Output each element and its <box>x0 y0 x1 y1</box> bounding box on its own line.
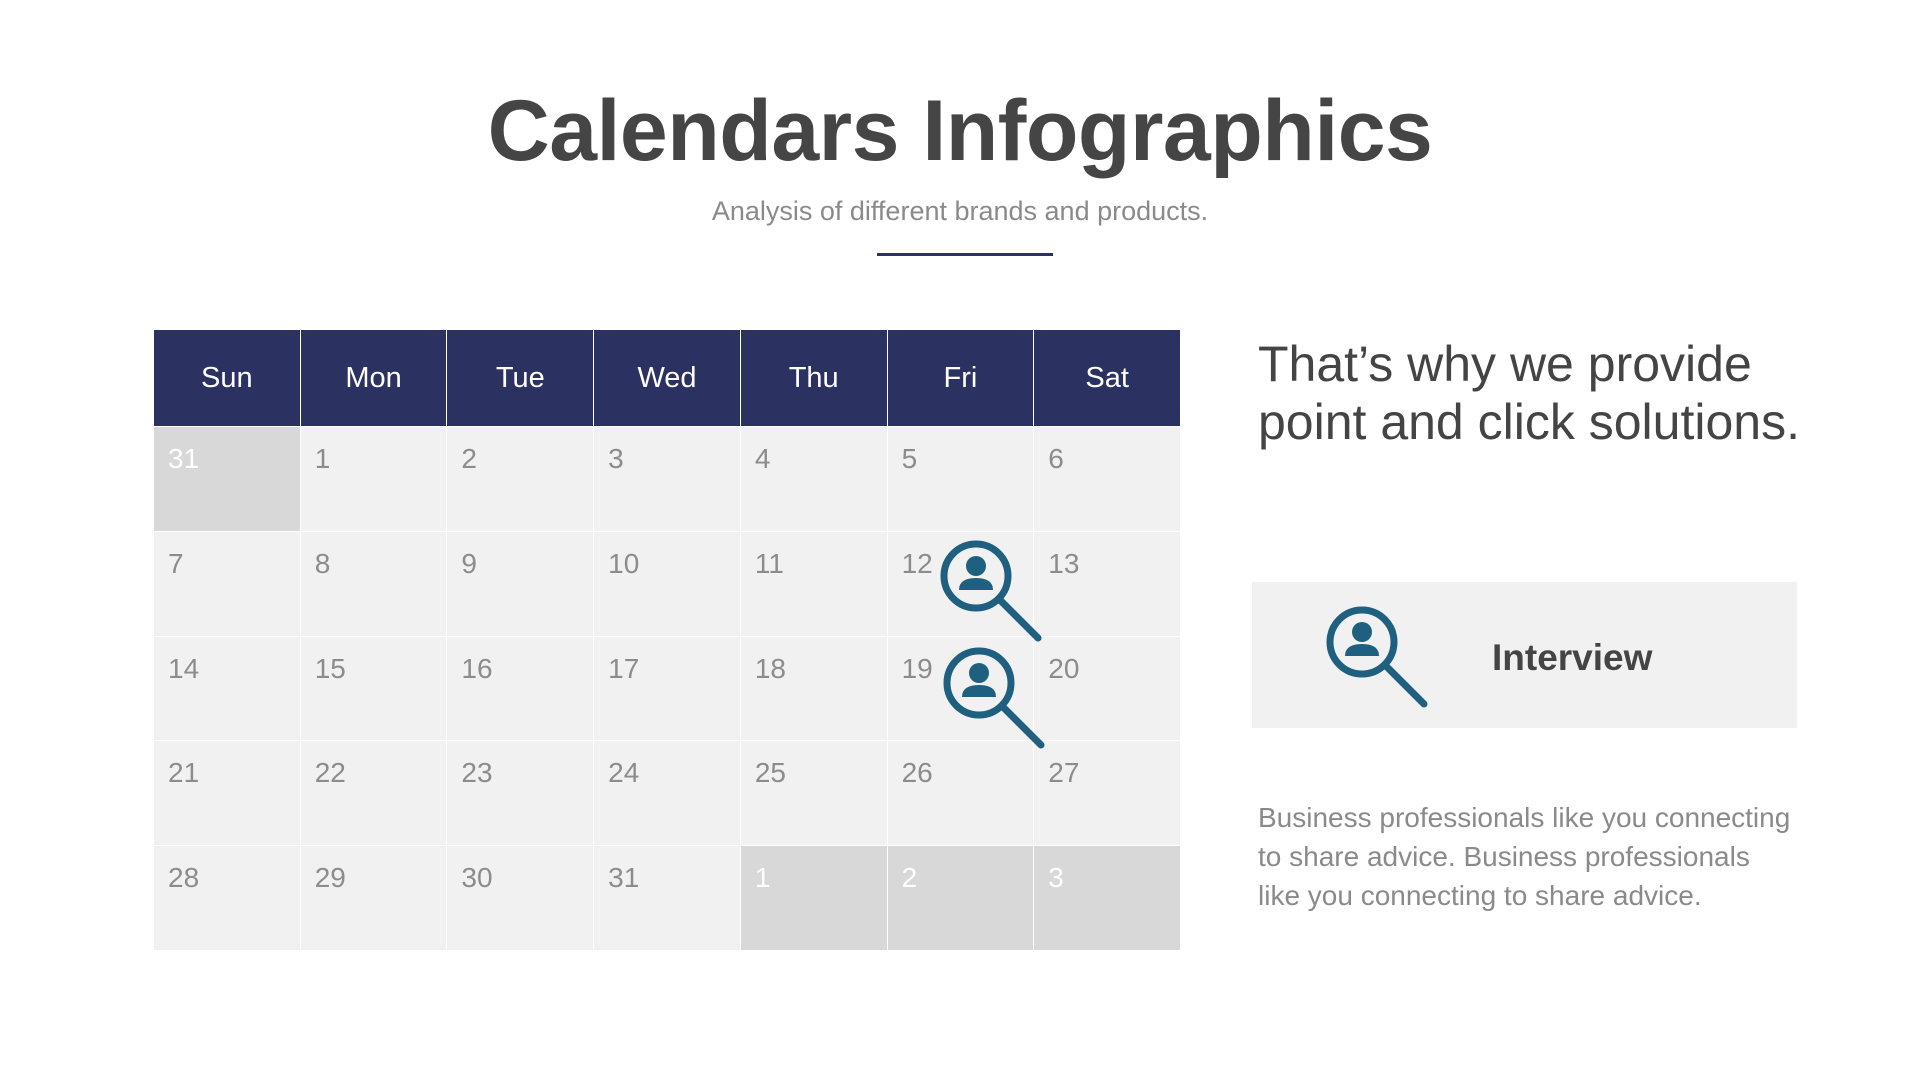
title-divider <box>877 253 1053 256</box>
calendar-cell[interactable]: 17 <box>594 636 740 741</box>
calendar-cell[interactable]: 6 <box>1034 427 1180 531</box>
calendar-cell[interactable]: 15 <box>300 636 447 741</box>
day-header-sat: Sat <box>1034 330 1180 426</box>
calendar-cell-outside-month[interactable]: 3 <box>1034 846 1180 950</box>
calendar-cell[interactable]: 11 <box>740 531 887 636</box>
legend-box: Interview <box>1252 582 1797 728</box>
day-header-fri: Fri <box>887 330 1034 426</box>
interview-search-person-icon <box>1326 606 1428 708</box>
calendar-cell[interactable]: 14 <box>154 636 300 741</box>
calendar-cell[interactable]: 26 <box>887 741 1034 846</box>
side-headline: That’s why we provide point and click so… <box>1258 336 1800 450</box>
calendar-cell-outside-month[interactable]: 1 <box>740 846 887 950</box>
day-header-sun: Sun <box>154 330 300 426</box>
calendar-cell[interactable]: 24 <box>594 741 740 846</box>
page-title: Calendars Infographics <box>487 83 1433 179</box>
calendar-cell[interactable]: 9 <box>447 531 594 636</box>
calendar-cell[interactable]: 21 <box>154 741 300 846</box>
calendar-cell[interactable]: 30 <box>447 846 594 950</box>
calendar-cell[interactable]: 13 <box>1034 531 1180 636</box>
calendar-cell-outside-month[interactable]: 2 <box>887 846 1034 950</box>
calendar-cell[interactable]: 22 <box>300 741 447 846</box>
calendar-cell[interactable]: 31 <box>594 846 740 950</box>
calendar-cell-outside-month[interactable]: 31 <box>154 427 300 531</box>
calendar-cell[interactable]: 29 <box>300 846 447 950</box>
calendar-cell[interactable]: 23 <box>447 741 594 846</box>
calendar-cell[interactable]: 16 <box>447 636 594 741</box>
calendar-cell[interactable]: 18 <box>740 636 887 741</box>
calendar-cell[interactable]: 27 <box>1034 741 1180 846</box>
calendar-grid: Sun Mon Tue Wed Thu Fri Sat 31 1 2 3 4 5 6 7 8 9 10 11 12 13… <box>154 330 1180 950</box>
calendar-cell[interactable]: 28 <box>154 846 300 950</box>
interview-search-person-icon[interactable] <box>938 538 1042 642</box>
calendar-cell[interactable]: 3 <box>594 427 740 531</box>
calendar-cell[interactable]: 25 <box>740 741 887 846</box>
legend-label: Interview <box>1492 637 1653 678</box>
body-text: Business professionals like you connecti… <box>1258 802 1791 911</box>
calendar-cell[interactable]: 10 <box>594 531 740 636</box>
calendar-cell[interactable]: 8 <box>300 531 447 636</box>
calendar-cell[interactable]: 5 <box>887 427 1034 531</box>
page-subtitle: Analysis of different brands and product… <box>711 196 1209 226</box>
calendar-cell[interactable]: 1 <box>300 427 447 531</box>
calendar-cell[interactable]: 20 <box>1034 636 1180 741</box>
day-header-wed: Wed <box>594 330 740 426</box>
calendar-cell[interactable]: 7 <box>154 531 300 636</box>
day-header-mon: Mon <box>300 330 447 426</box>
day-header-tue: Tue <box>447 330 594 426</box>
interview-search-person-icon[interactable] <box>941 645 1045 749</box>
calendar-cell[interactable]: 4 <box>740 427 887 531</box>
day-header-thu: Thu <box>740 330 887 426</box>
calendar-cell[interactable]: 2 <box>447 427 594 531</box>
